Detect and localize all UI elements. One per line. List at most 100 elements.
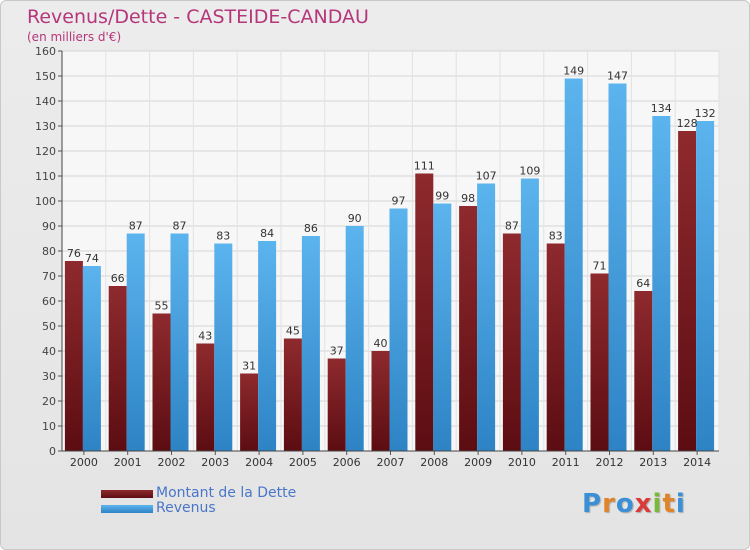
bar-revenus: [214, 243, 233, 451]
x-tick-label: 2011: [552, 456, 580, 469]
bar-dette: [634, 291, 653, 451]
x-tick-label: 2001: [114, 456, 142, 469]
bar-revenus: [389, 208, 408, 451]
data-label-dette: 43: [198, 330, 212, 343]
y-tick-label: 40: [42, 345, 56, 358]
data-label-dette: 31: [242, 360, 256, 373]
legend-item-debt: Montant de la Dette: [101, 486, 296, 501]
chart-subtitle: (en milliers d'€): [27, 30, 122, 44]
legend-swatch-revenue: [101, 505, 153, 513]
data-label-dette: 66: [111, 272, 125, 285]
y-tick-label: 100: [35, 195, 56, 208]
x-tick-label: 2008: [420, 456, 448, 469]
x-tick-label: 2000: [70, 456, 98, 469]
bar-dette: [196, 343, 215, 451]
data-label-revenus: 86: [304, 222, 318, 235]
y-tick-label: 110: [35, 170, 56, 183]
data-label-revenus: 107: [476, 170, 497, 183]
data-label-dette: 111: [414, 160, 435, 173]
bar-dette: [371, 351, 390, 451]
y-tick-label: 70: [42, 270, 56, 283]
y-tick-label: 50: [42, 320, 56, 333]
data-label-revenus: 134: [651, 102, 672, 115]
data-label-dette: 98: [461, 192, 475, 205]
chart-title: Revenus/Dette - CASTEIDE-CANDAU: [27, 6, 369, 28]
bar-dette: [678, 131, 697, 451]
y-tick-label: 10: [42, 420, 56, 433]
y-tick-label: 20: [42, 395, 56, 408]
x-tick-label: 2006: [333, 456, 361, 469]
bar-revenus: [564, 78, 583, 451]
data-label-revenus: 149: [563, 65, 584, 78]
data-label-revenus: 83: [216, 230, 230, 243]
data-label-revenus: 87: [129, 220, 143, 233]
data-label-dette: 87: [505, 220, 519, 233]
bar-dette: [108, 286, 127, 451]
x-tick-label: 2012: [596, 456, 624, 469]
data-label-dette: 37: [330, 345, 344, 358]
legend-swatch-debt: [101, 490, 153, 498]
x-tick-label: 2013: [639, 456, 667, 469]
bar-dette: [502, 233, 521, 451]
data-label-dette: 55: [155, 300, 169, 313]
data-label-revenus: 99: [435, 190, 449, 203]
y-tick-label: 90: [42, 220, 56, 233]
bar-revenus: [652, 116, 671, 451]
bar-revenus: [608, 83, 627, 451]
data-label-revenus: 132: [695, 107, 716, 120]
x-tick-label: 2007: [377, 456, 405, 469]
legend-label-debt: Montant de la Dette: [156, 485, 297, 501]
bar-dette: [415, 173, 434, 451]
bar-dette: [459, 206, 478, 451]
legend-item-revenue: Revenus: [101, 501, 296, 516]
bar-revenus: [126, 233, 145, 451]
bar-dette: [240, 373, 259, 451]
data-label-revenus: 97: [392, 195, 406, 208]
x-tick-label: 2005: [289, 456, 317, 469]
y-tick-label: 140: [35, 95, 56, 108]
bar-revenus: [433, 203, 452, 451]
y-tick-label: 60: [42, 295, 56, 308]
data-label-dette: 40: [374, 337, 388, 350]
bar-dette: [64, 261, 83, 451]
y-tick-label: 30: [42, 370, 56, 383]
y-tick-label: 160: [35, 45, 56, 58]
bar-dette: [283, 338, 302, 451]
data-label-revenus: 74: [85, 252, 99, 265]
x-tick-label: 2014: [683, 456, 711, 469]
x-tick-label: 2004: [245, 456, 273, 469]
y-tick-label: 0: [49, 445, 56, 458]
data-label-dette: 76: [67, 247, 81, 260]
data-label-revenus: 87: [173, 220, 187, 233]
data-label-dette: 71: [593, 260, 607, 273]
bar-revenus: [258, 241, 277, 451]
y-tick-label: 150: [35, 70, 56, 83]
chart-legend: Montant de la Dette Revenus: [101, 486, 296, 516]
x-tick-label: 2003: [201, 456, 229, 469]
bar-revenus: [170, 233, 189, 451]
y-tick-label: 120: [35, 145, 56, 158]
data-label-revenus: 109: [519, 165, 540, 178]
y-tick-label: 130: [35, 120, 56, 133]
bar-revenus: [477, 183, 496, 451]
bar-revenus: [82, 266, 101, 451]
bar-dette: [546, 243, 565, 451]
bar-revenus: [301, 236, 320, 451]
bar-dette: [327, 358, 346, 451]
data-label-revenus: 147: [607, 70, 628, 83]
bar-revenus: [696, 121, 715, 451]
y-tick-label: 80: [42, 245, 56, 258]
data-label-dette: 83: [549, 230, 563, 243]
proxiti-logo: Proxiti: [582, 489, 686, 519]
bar-revenus: [345, 226, 364, 451]
data-label-dette: 45: [286, 325, 300, 338]
x-tick-label: 2009: [464, 456, 492, 469]
bar-dette: [590, 273, 609, 451]
legend-label-revenue: Revenus: [156, 500, 216, 516]
bar-dette: [152, 313, 171, 451]
data-label-dette: 128: [677, 117, 698, 130]
data-label-dette: 64: [636, 277, 650, 290]
data-label-revenus: 90: [348, 212, 362, 225]
